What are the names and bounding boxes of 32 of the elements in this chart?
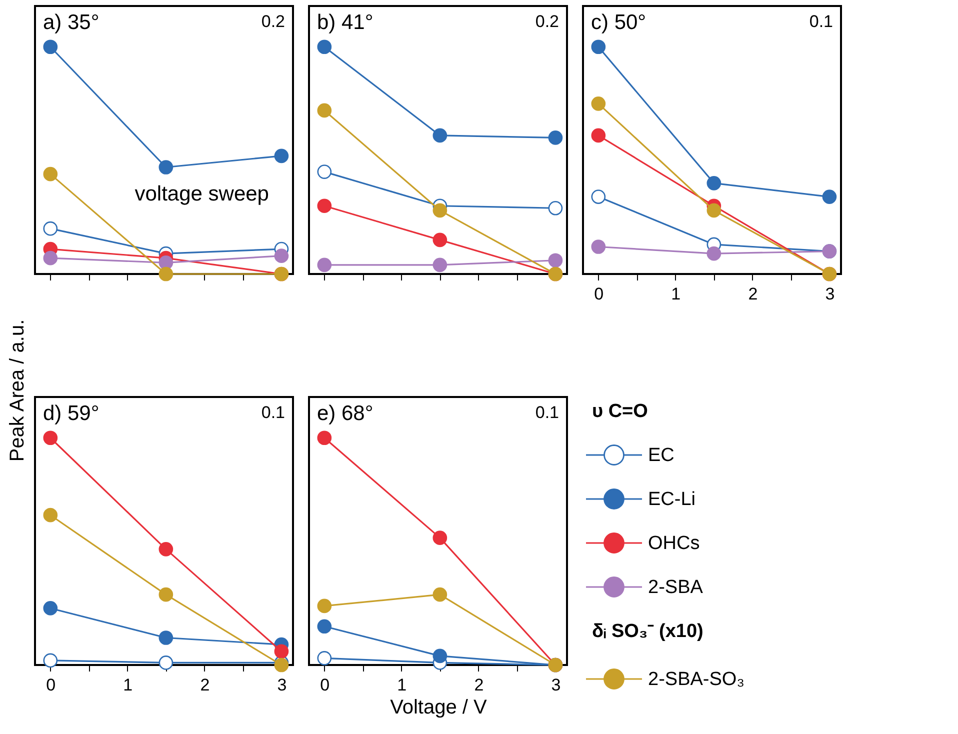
chart-title: d) 59° xyxy=(43,402,100,425)
annotation: voltage sweep xyxy=(134,182,269,206)
legend-label: 2-SBA-SO₃ xyxy=(648,669,744,690)
x-tick-label: 3 xyxy=(551,676,561,694)
x-tick-label: 1 xyxy=(671,284,681,304)
legend-label: EC-Li xyxy=(648,489,696,510)
text: 0.1 xyxy=(535,403,559,422)
y-axis-title: Peak Area / a.u. xyxy=(6,319,28,462)
x-tick-label: 2 xyxy=(474,676,484,694)
x-axis-title: Voltage / V xyxy=(390,696,488,718)
text: 0.2 xyxy=(535,12,559,31)
x-tick-label: 3 xyxy=(277,676,287,694)
x-tick-label: 2 xyxy=(748,284,758,304)
chart-title: c) 50° xyxy=(591,11,646,34)
text: 0.2 xyxy=(261,12,285,31)
chart-title: a) 35° xyxy=(43,11,100,34)
text: 0.1 xyxy=(261,403,285,422)
text: δᵢ SO₃⁻ (x10) xyxy=(592,621,704,642)
x-tick-label: 0 xyxy=(46,676,56,694)
chart-title: b) 41° xyxy=(317,11,374,34)
x-tick-label: 1 xyxy=(123,676,133,694)
x-tick-label: 2 xyxy=(200,676,210,694)
legend-label: OHCs xyxy=(648,533,700,554)
text: 0.1 xyxy=(809,12,833,31)
x-tick-label: 0 xyxy=(320,676,330,694)
x-tick-label: 3 xyxy=(825,284,835,304)
x-tick-label: 0 xyxy=(594,284,604,304)
legend-label: EC xyxy=(648,445,674,466)
legend-label: 2-SBA xyxy=(648,577,704,598)
chart-title: e) 68° xyxy=(317,402,374,425)
x-tick-label: 1 xyxy=(397,676,407,694)
legend-title: υ C=O xyxy=(592,401,648,422)
